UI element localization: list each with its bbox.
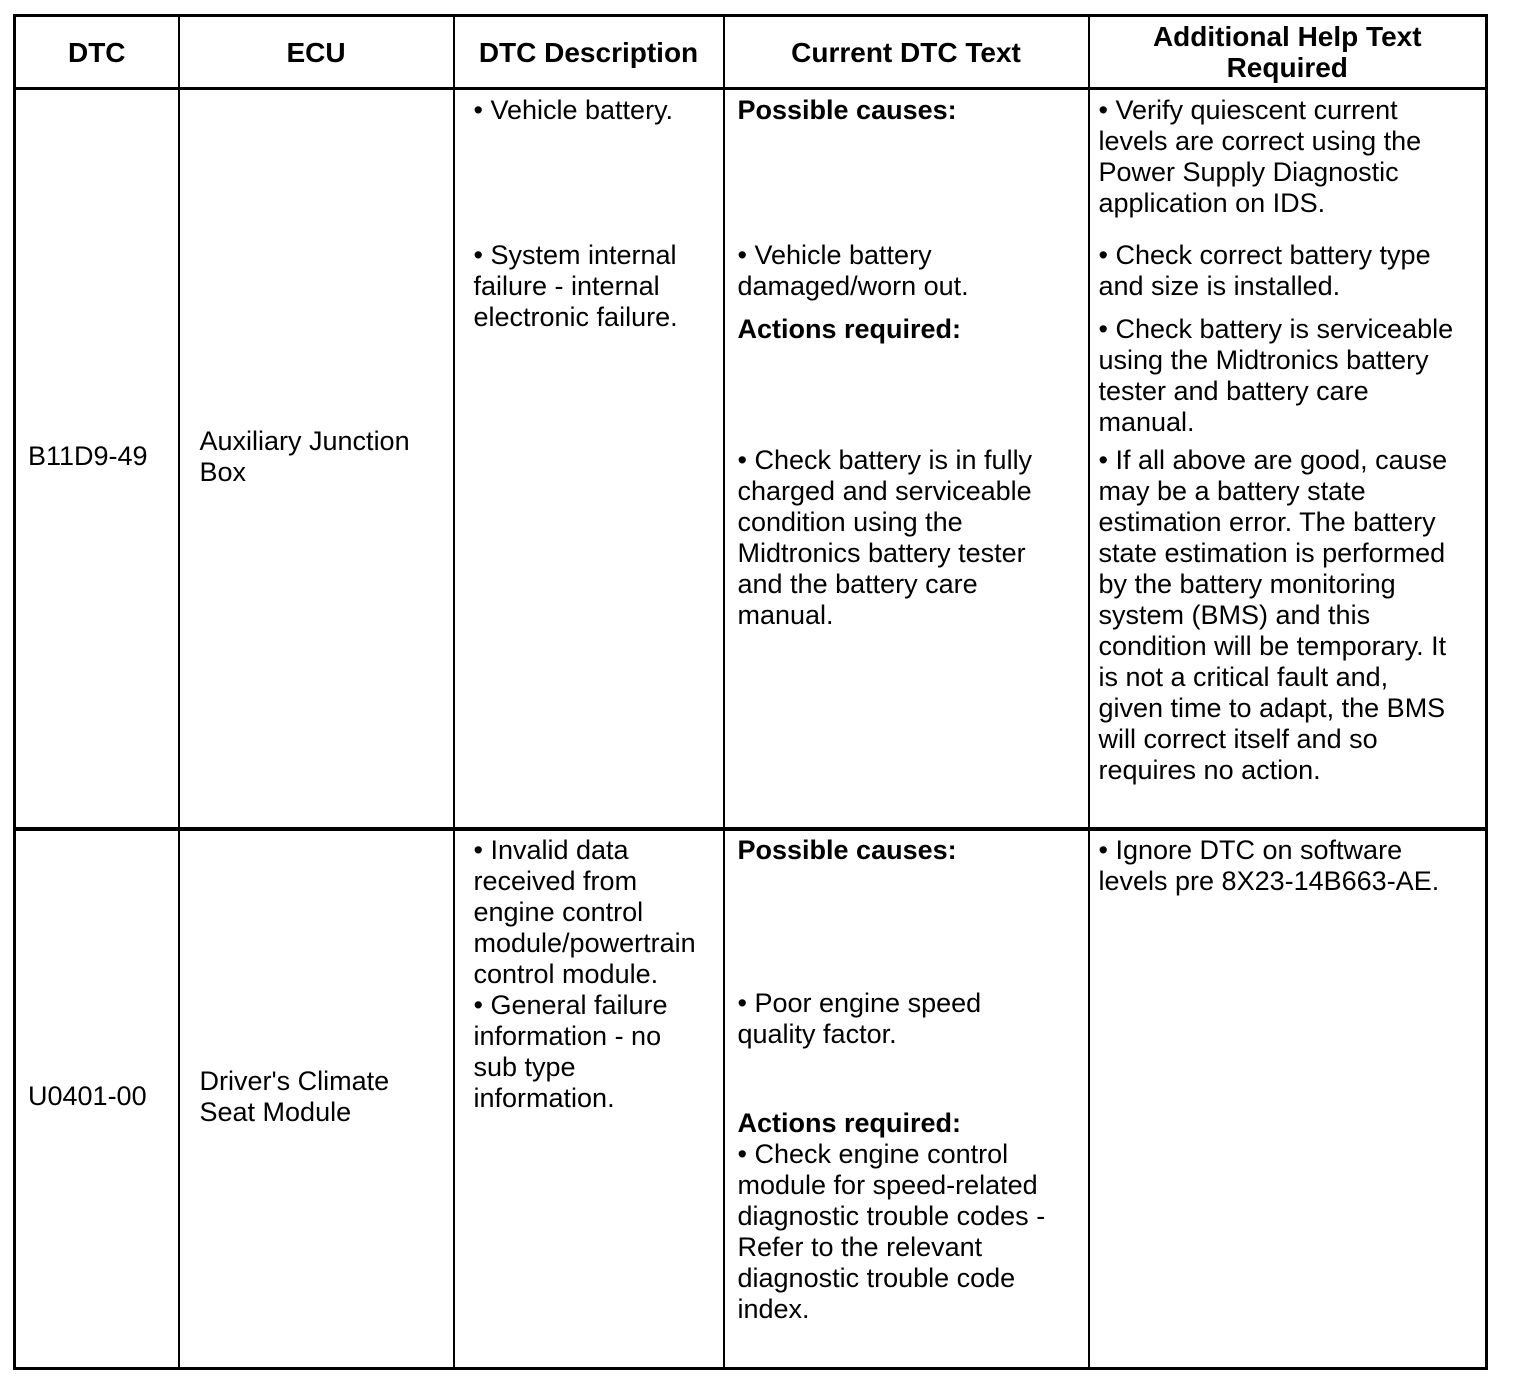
col-header-current-dtc-text: Current DTC Text <box>722 14 1090 90</box>
table-row: B11D9-49 Auxiliary Junction Box • Vehicl… <box>13 87 1488 831</box>
col-header-ecu: ECU <box>177 14 455 90</box>
table-header-row: DTC ECU DTC Description Current DTC Text… <box>13 14 1488 90</box>
help-paragraph: • Check battery is serviceable using the… <box>1098 314 1454 437</box>
help-paragraph: • If all above are good, cause may be a … <box>1098 445 1448 785</box>
description-paragraph: • Vehicle battery. <box>473 95 674 125</box>
possible-causes-heading: Possible causes: <box>737 834 957 865</box>
dtc-description-cell: • Invalid data received from engine cont… <box>452 827 725 1370</box>
help-paragraph: • Check correct battery type and size is… <box>1098 240 1431 301</box>
ecu-cell: Auxiliary Junction Box <box>177 87 455 831</box>
dtc-table: DTC ECU DTC Description Current DTC Text… <box>13 14 1488 1370</box>
ecu-name: Driver's Climate Seat Module <box>199 1065 390 1127</box>
additional-help-cell: • Verify quiescent current levels are co… <box>1087 87 1488 831</box>
dtc-code-cell: B11D9-49 <box>13 87 180 831</box>
description-paragraph: • General failure information - no sub t… <box>473 989 668 1113</box>
actions-required-heading: Actions required: <box>737 314 962 344</box>
description-paragraph: • System internal failure - internal ele… <box>473 240 678 332</box>
dtc-code-cell: U0401-00 <box>13 827 180 1370</box>
description-paragraph: • Invalid data received from engine cont… <box>473 834 696 989</box>
action-paragraph: • Check engine control module for speed-… <box>737 1138 1046 1324</box>
table-row: U0401-00 Driver's Climate Seat Module • … <box>13 827 1488 1370</box>
cause-paragraph: • Poor engine speed quality factor. <box>737 987 982 1049</box>
current-dtc-text-cell: Possible causes: • Poor engine speed qua… <box>722 827 1090 1370</box>
help-paragraph: • Verify quiescent current levels are co… <box>1098 95 1422 218</box>
col-header-dtc-description: DTC Description <box>452 14 725 90</box>
col-header-additional-help: Additional Help Text Required <box>1087 14 1488 90</box>
help-paragraph: • Ignore DTC on software levels pre 8X23… <box>1098 834 1440 896</box>
current-dtc-text-cell: Possible causes: • Vehicle battery damag… <box>722 87 1090 831</box>
dtc-code: U0401-00 <box>28 1081 147 1112</box>
action-paragraph: • Check battery is in fully charged and … <box>737 445 1033 630</box>
cause-paragraph: • Vehicle battery damaged/worn out. <box>737 240 969 301</box>
dtc-code: B11D9-49 <box>28 441 148 472</box>
dtc-description-cell: • Vehicle battery. • System internal fai… <box>452 87 725 831</box>
additional-help-cell: • Ignore DTC on software levels pre 8X23… <box>1087 827 1488 1370</box>
possible-causes-heading: Possible causes: <box>737 95 957 125</box>
ecu-cell: Driver's Climate Seat Module <box>177 827 455 1370</box>
ecu-name: Auxiliary Junction Box <box>199 425 410 487</box>
col-header-dtc: DTC <box>13 14 180 90</box>
actions-required-heading: Actions required: <box>737 1107 962 1138</box>
